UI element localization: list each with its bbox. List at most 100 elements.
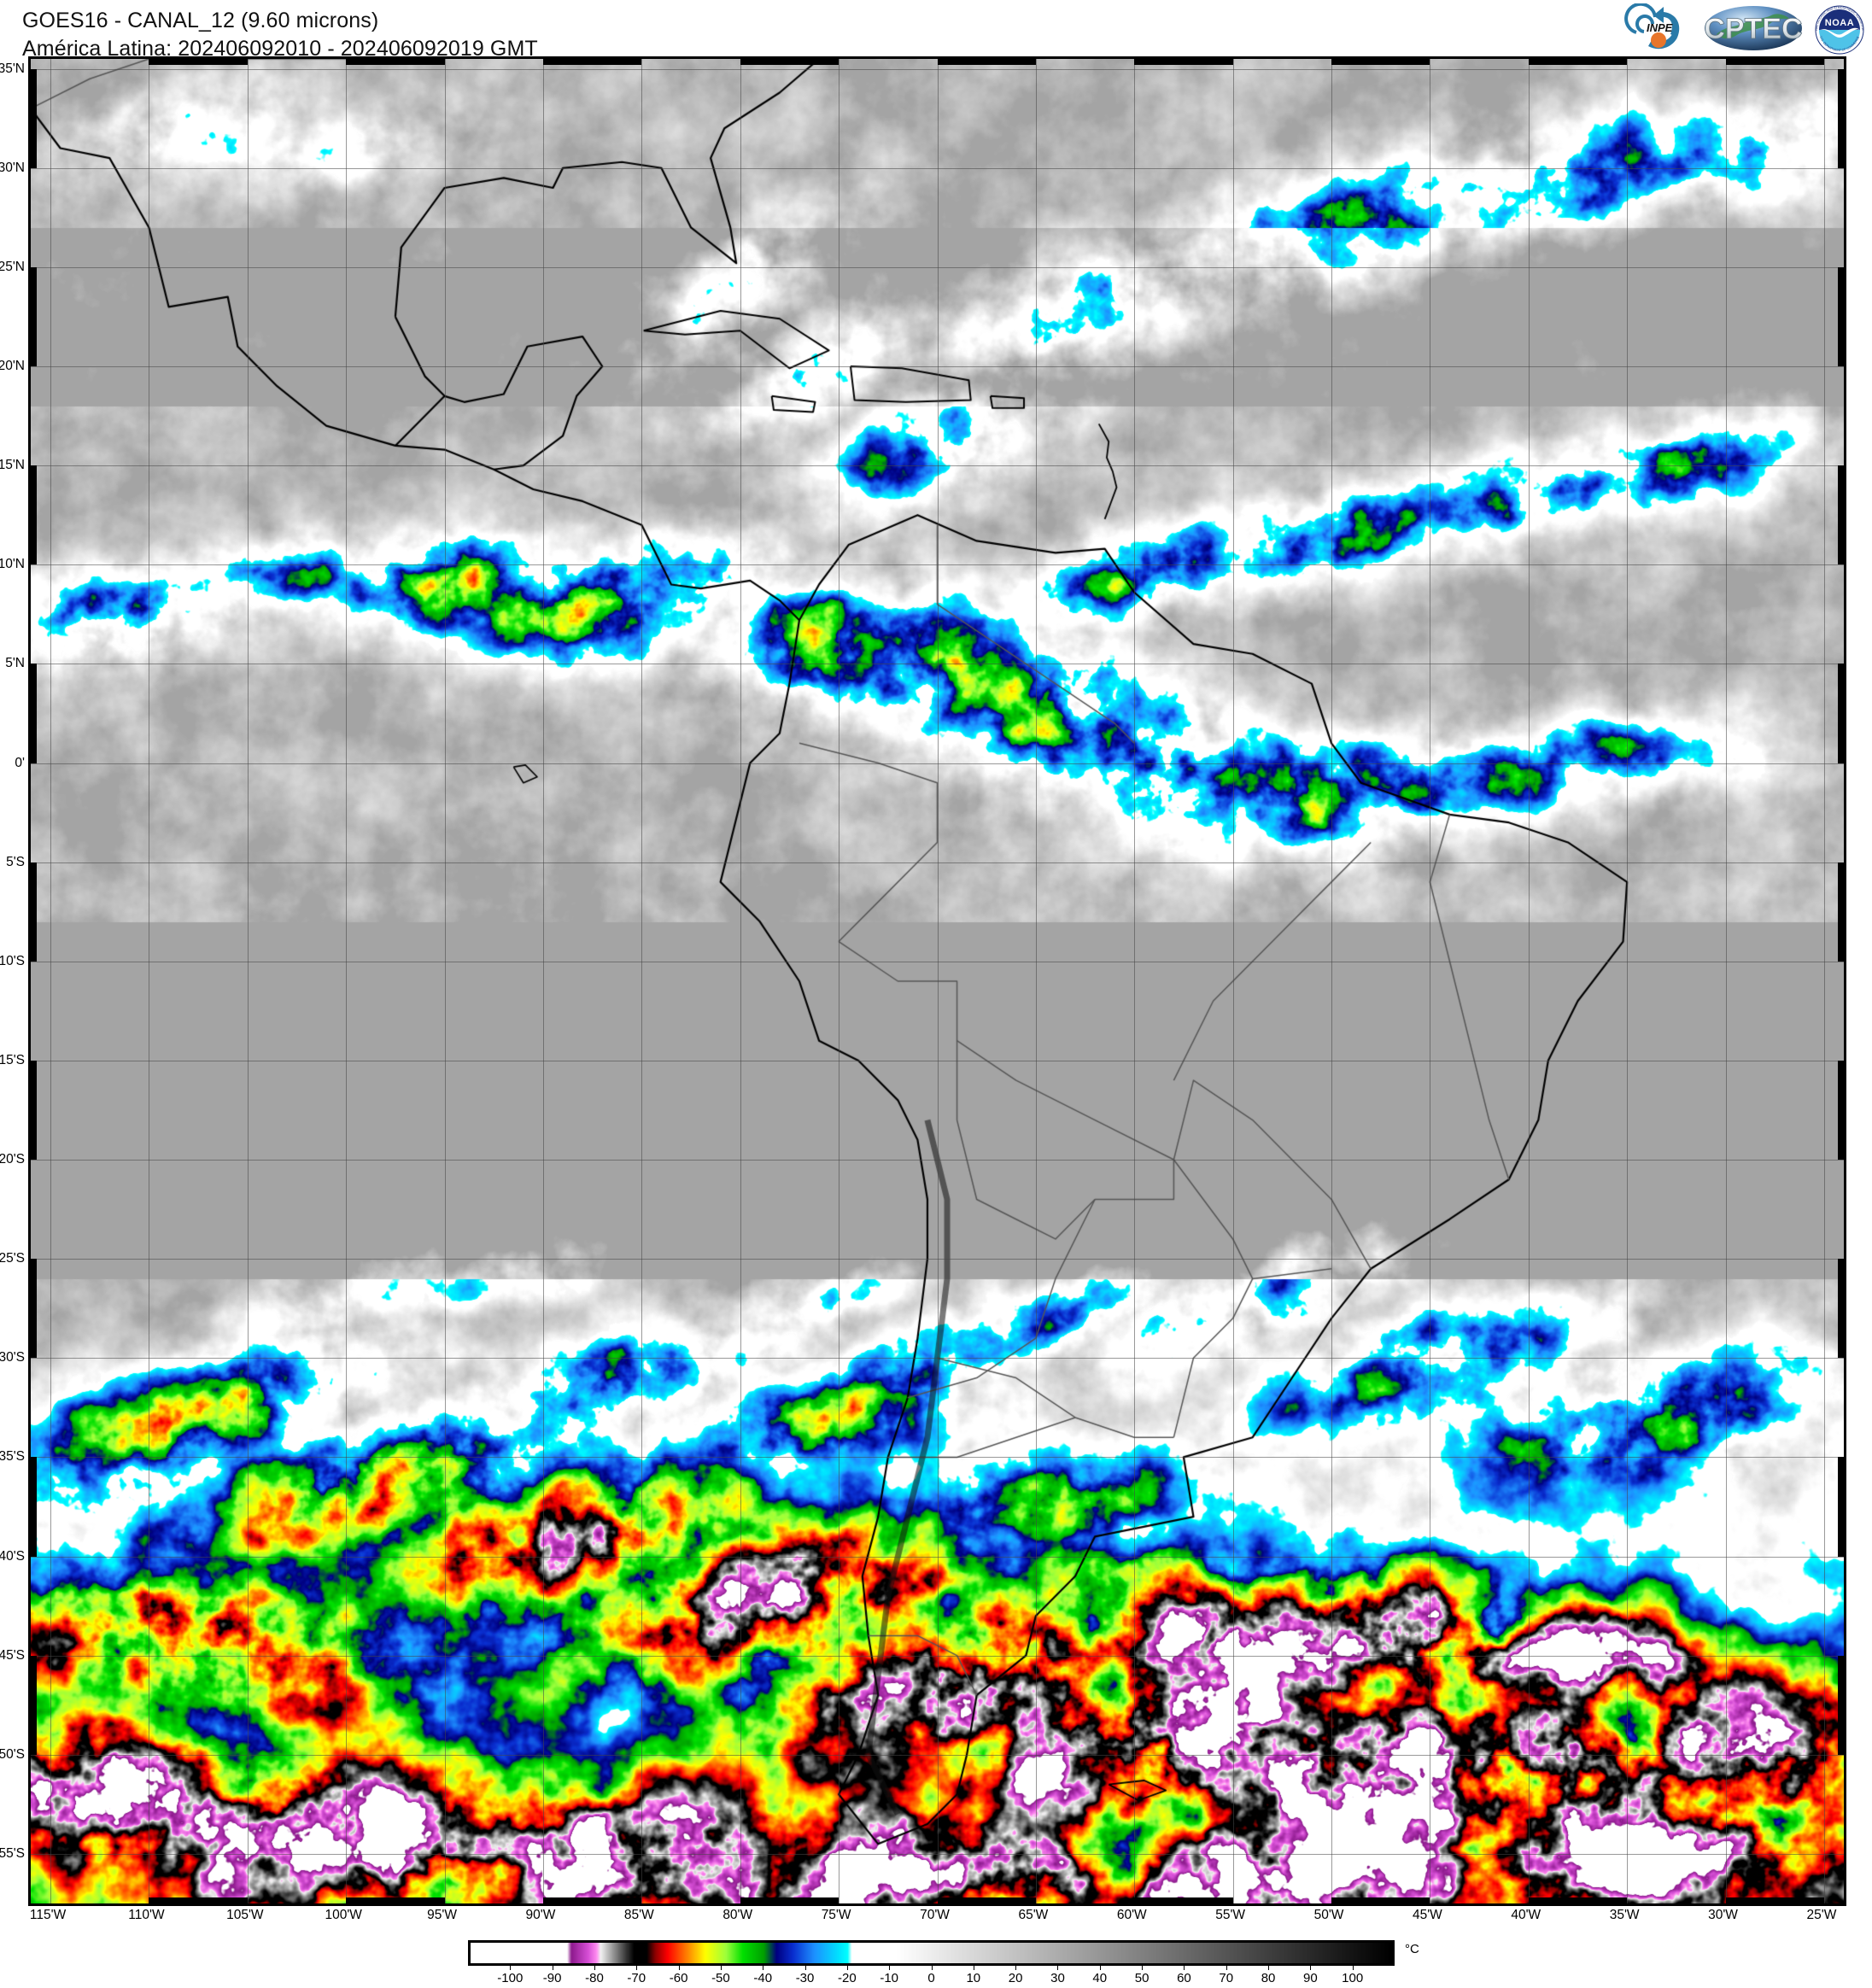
axis-tick-band (1134, 1897, 1233, 1903)
colorbar-tick-label: -70 (627, 1971, 646, 1985)
colorbar-tick-label: 20 (1008, 1971, 1023, 1985)
axis-tick-band (149, 59, 248, 65)
lon-tick-label: 55'W (1215, 1908, 1246, 1922)
colorbar-tick-label: -60 (669, 1971, 688, 1985)
axis-tick-band (1528, 59, 1628, 65)
lat-tick-label: 35'N (0, 61, 25, 76)
colorbar-unit-label: °C (1405, 1942, 1419, 1956)
lon-tick-label: 95'W (427, 1908, 458, 1922)
axis-tick-band (31, 1060, 37, 1161)
axis-tick-band (1838, 1655, 1844, 1755)
satellite-image-canvas (31, 59, 1844, 1903)
lon-tick-label: 65'W (1018, 1908, 1049, 1922)
axis-tick-band (1838, 664, 1844, 763)
lat-tick-label: 55'S (0, 1845, 25, 1861)
colorbar-legend: -100 -90 -80 -70 -60 -50 -40 -30 -20 -10 0 10 20 30 40… (468, 1940, 1419, 1985)
lat-tick-label: 20'S (0, 1152, 25, 1167)
colorbar-tick (889, 1966, 891, 1970)
axis-tick-band (31, 862, 37, 962)
colorbar-ticks: -100 -90 -80 -70 -60 -50 -40 -30 -20 -10 0 10 20 30 40… (468, 1966, 1395, 1988)
axis-tick-band (1838, 1457, 1844, 1557)
colorbar-tick (1184, 1966, 1185, 1970)
colorbar-tick (636, 1966, 638, 1970)
colorbar-tick (1226, 1966, 1227, 1970)
colorbar-tick-label: -10 (880, 1971, 899, 1985)
colorbar-tick-label: 50 (1134, 1971, 1150, 1985)
axis-tick-band (346, 59, 445, 65)
axis-tick-band (542, 1897, 642, 1903)
lon-tick-label: 40'W (1511, 1908, 1541, 1922)
svg-text:CPTEC: CPTEC (1704, 13, 1802, 45)
axis-tick-band (31, 68, 37, 168)
inpe-logo: INPE (1621, 3, 1694, 53)
axis-tick-band (1838, 1060, 1844, 1161)
lat-tick-label: 25'S (0, 1251, 25, 1266)
lat-tick-label: 5'S (6, 854, 25, 869)
axis-tick-band (31, 465, 37, 565)
axis-tick-band (31, 1259, 37, 1359)
lat-tick-label: 0' (15, 755, 25, 770)
colorbar-tick-label: 60 (1177, 1971, 1191, 1985)
colorbar-tick (1099, 1966, 1101, 1970)
lon-tick-label: 100'W (325, 1908, 362, 1922)
colorbar-tick-label: 90 (1303, 1971, 1318, 1985)
axis-tick-band (542, 59, 642, 65)
lon-tick-label: 45'W (1412, 1908, 1442, 1922)
axis-tick-band (31, 664, 37, 763)
colorbar-tick-label: -80 (585, 1971, 604, 1985)
colorbar-tick-label: -20 (838, 1971, 857, 1985)
axis-tick-band (1725, 1897, 1824, 1903)
colorbar-tick-label: 40 (1092, 1971, 1108, 1985)
axis-tick-band (1838, 1259, 1844, 1359)
lon-tick-label: 85'W (623, 1908, 654, 1922)
colorbar-tick (1142, 1966, 1144, 1970)
colorbar-gradient (468, 1940, 1395, 1966)
axis-tick-band (1331, 59, 1430, 65)
svg-text:INPE: INPE (1647, 21, 1673, 34)
lon-tick-label: 60'W (1116, 1908, 1147, 1922)
latitude-axis: 35'N 30'N 25'N 20'N 15'N 10'N 5'N 0' 5'S 10'S 15'S… (0, 56, 28, 1906)
svg-text:NOAA: NOAA (1825, 18, 1854, 28)
colorbar-tick (1015, 1966, 1017, 1970)
colorbar-tick-label: 10 (966, 1971, 981, 1985)
cptec-logo: CPTEC (1703, 3, 1804, 53)
lon-tick-label: 50'W (1313, 1908, 1344, 1922)
axis-tick-band (1331, 1897, 1430, 1903)
lon-tick-label: 70'W (920, 1908, 950, 1922)
lon-tick-label: 105'W (226, 1908, 264, 1922)
colorbar-tick-label: -40 (753, 1971, 773, 1985)
lat-tick-label: 25'N (0, 259, 25, 274)
lat-tick-label: 20'N (0, 359, 25, 373)
lat-tick-label: 30'S (0, 1350, 25, 1365)
axis-tick-band (1528, 1897, 1628, 1903)
colorbar-tick (720, 1966, 722, 1970)
lon-tick-label: 30'W (1708, 1908, 1738, 1922)
axis-tick-band (937, 59, 1036, 65)
lon-tick-label: 35'W (1609, 1908, 1640, 1922)
lat-tick-label: 50'S (0, 1746, 25, 1762)
lat-tick-label: 10'S (0, 953, 25, 968)
lat-tick-label: 15'S (0, 1052, 25, 1067)
lat-tick-label: 5'N (5, 656, 25, 671)
colorbar-tick-label: -30 (795, 1971, 815, 1985)
axis-tick-band (937, 1897, 1036, 1903)
colorbar-tick (1057, 1966, 1059, 1970)
colorbar-tick (804, 1966, 806, 1970)
axis-tick-band (740, 1897, 839, 1903)
satellite-map[interactable] (28, 56, 1846, 1906)
page-subtitle: América Latina: 202406092010 - 202406092… (22, 36, 538, 61)
axis-tick-band (1134, 59, 1233, 65)
lat-tick-label: 45'S (0, 1647, 25, 1663)
colorbar-tick-label: -50 (711, 1971, 730, 1985)
colorbar-tick (594, 1966, 595, 1970)
lat-tick-label: 15'N (0, 458, 25, 473)
axis-tick-band (31, 1457, 37, 1557)
logo-bar: INPE (1621, 2, 1867, 55)
colorbar-tick (931, 1966, 933, 1970)
title-block: GOES16 - CANAL_12 (9.60 microns) América… (22, 7, 538, 62)
axis-tick-band (31, 266, 37, 366)
axis-tick-band (1838, 465, 1844, 565)
lon-tick-label: 80'W (722, 1908, 753, 1922)
axis-tick-band (1838, 862, 1844, 962)
colorbar-tick (1352, 1966, 1354, 1970)
